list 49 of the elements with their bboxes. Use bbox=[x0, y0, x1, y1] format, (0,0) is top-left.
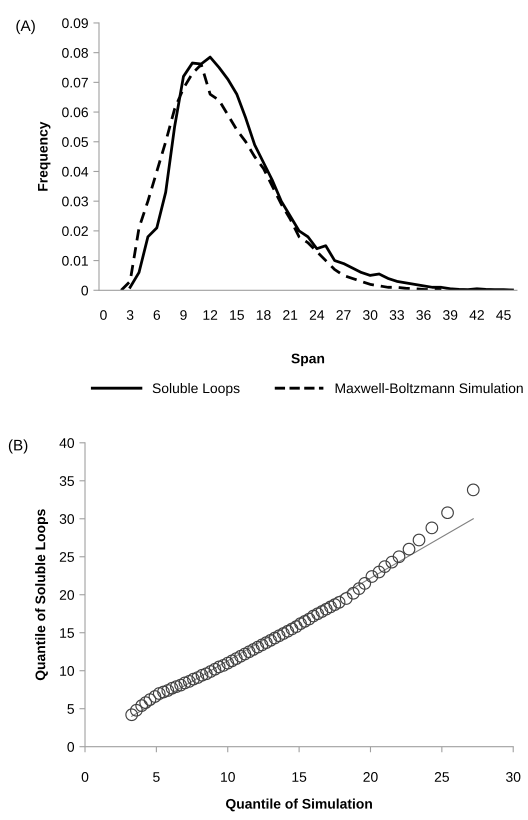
x-tick-label: 25 bbox=[434, 772, 449, 782]
x-tick-label: 42 bbox=[469, 310, 484, 320]
y-tick-label: 0 bbox=[81, 286, 88, 296]
y-tick-label: 0.02 bbox=[62, 226, 88, 236]
x-tick-label: 21 bbox=[283, 310, 298, 320]
x-tick-label: 24 bbox=[310, 310, 324, 320]
y-tick-label: 10 bbox=[60, 666, 74, 676]
y-axis-title: Quantile of Soluble Loops bbox=[35, 509, 48, 680]
y-tick-label: 30 bbox=[60, 514, 74, 524]
x-axis-title: Span bbox=[291, 354, 324, 366]
x-tick-label: 33 bbox=[390, 310, 404, 320]
y-tick-label: 0.01 bbox=[62, 256, 88, 266]
x-tick-label: 30 bbox=[506, 772, 520, 782]
x-tick-label: 15 bbox=[292, 772, 306, 782]
y-tick-label: 0.07 bbox=[62, 78, 88, 88]
y-tick-label: 20 bbox=[60, 590, 74, 600]
x-tick-label: 36 bbox=[416, 310, 431, 320]
x-axis-title: Quantile of Simulation bbox=[226, 798, 372, 812]
y-tick-label: 0.03 bbox=[62, 196, 88, 206]
legend-label: Soluble Loops bbox=[152, 382, 240, 396]
y-tick-label: 35 bbox=[60, 476, 74, 486]
y-tick-label: 0.09 bbox=[62, 18, 88, 28]
x-tick-label: 9 bbox=[180, 310, 187, 320]
y-axis-title: Frequency bbox=[38, 122, 50, 191]
legend-label: Maxwell-Boltzmann Simulation bbox=[336, 382, 523, 394]
x-tick-label: 0 bbox=[100, 310, 107, 320]
y-tick-label: 25 bbox=[60, 552, 74, 562]
x-tick-label: 5 bbox=[153, 772, 160, 782]
y-tick-label: 0.05 bbox=[62, 137, 88, 147]
x-tick-label: 10 bbox=[221, 772, 235, 782]
chart-title: (B) bbox=[8, 439, 28, 454]
x-tick-label: 39 bbox=[443, 310, 458, 320]
x-tick-label: 18 bbox=[256, 310, 271, 320]
y-tick-label: 0.06 bbox=[62, 107, 88, 118]
x-tick-label: 3 bbox=[126, 310, 134, 320]
x-tick-label: 45 bbox=[496, 310, 511, 320]
y-tick-label: 15 bbox=[60, 628, 74, 638]
x-tick-label: 20 bbox=[363, 772, 378, 782]
y-tick-label: 0 bbox=[67, 742, 74, 752]
y-tick-label: 0.08 bbox=[62, 48, 88, 58]
chart-title: (A) bbox=[16, 20, 35, 34]
x-tick-label: 30 bbox=[363, 310, 378, 320]
x-tick-label: 15 bbox=[230, 310, 244, 320]
y-tick-label: 40 bbox=[59, 438, 74, 448]
x-tick-label: 6 bbox=[154, 310, 160, 320]
x-tick-label: 27 bbox=[336, 310, 351, 320]
y-tick-label: 5 bbox=[67, 704, 74, 714]
x-tick-label: 12 bbox=[203, 310, 218, 320]
y-tick-label: 0.04 bbox=[62, 166, 88, 177]
